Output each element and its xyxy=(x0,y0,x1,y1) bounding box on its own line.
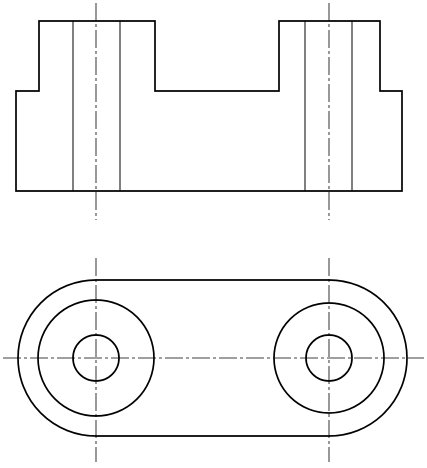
top-view xyxy=(3,258,424,462)
front-view-outline xyxy=(15,20,403,192)
front-view xyxy=(15,3,403,220)
